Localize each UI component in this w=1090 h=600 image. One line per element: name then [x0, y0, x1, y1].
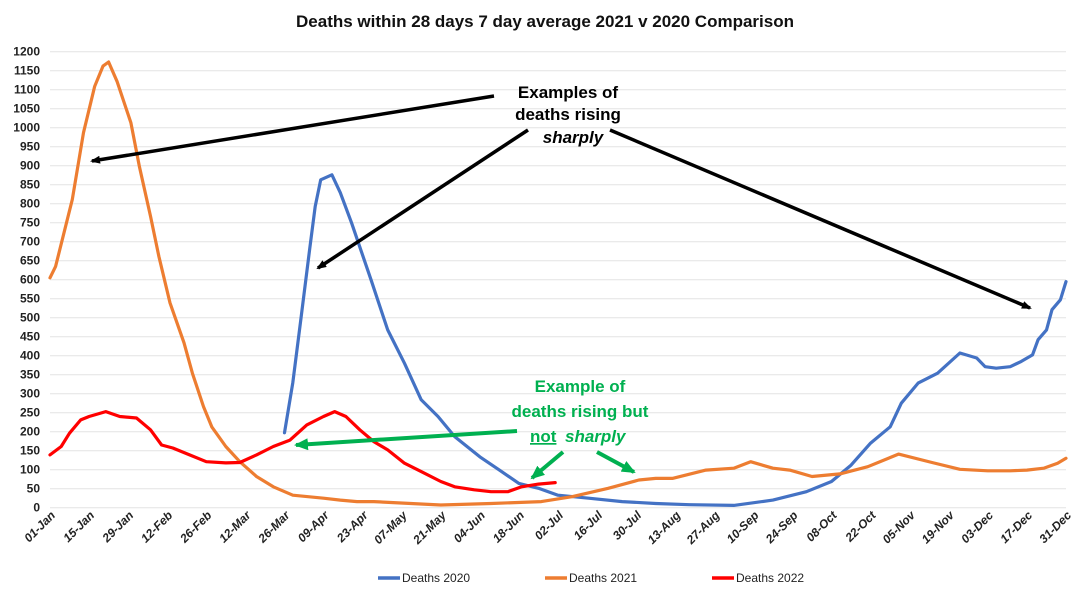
y-tick-label: 200 [20, 425, 40, 439]
y-tick-label: 850 [20, 178, 40, 192]
x-axis: 01-Jan 15-Jan 29-Jan 12-Feb 26-Feb 12-Mar 26-M… [21, 507, 1074, 547]
annotation-not-sharply-line3-not: not [530, 427, 557, 446]
y-tick-label: 1000 [13, 121, 40, 135]
y-tick-label: 400 [20, 349, 40, 363]
y-tick-label: 450 [20, 330, 40, 344]
chart-title: Deaths within 28 days 7 day average 2021… [296, 12, 794, 31]
x-tick-label: 31-Dec [1036, 508, 1074, 546]
x-tick-label: 12-Feb [138, 508, 175, 545]
arrow-to-2021-peak [90, 94, 495, 164]
x-tick-label: 04-Jun [451, 508, 488, 545]
y-tick-label: 500 [20, 311, 40, 325]
x-tick-label: 26-Mar [255, 507, 294, 546]
legend-item: Deaths 2022 [712, 571, 804, 585]
y-tick-label: 0 [33, 501, 40, 515]
x-tick-label: 08-Oct [803, 508, 840, 545]
x-tick-label: 07-May [371, 507, 411, 547]
legend: Deaths 2020 Deaths 2021 Deaths 2022 [378, 571, 804, 585]
series-line-deaths-2020 [282, 173, 1068, 507]
y-tick-label: 250 [20, 406, 40, 420]
arrow-to-2020-spring-rise [316, 128, 529, 270]
annotation-sharply-line1: Examples of [518, 83, 618, 102]
x-tick-label: 15-Jan [60, 508, 97, 545]
arrow-to-2020-winter-rise [609, 128, 1032, 310]
green-arrow-to-2022-summer [530, 450, 565, 480]
x-tick-label: 02-Jul [532, 508, 567, 543]
y-tick-label: 950 [20, 140, 40, 154]
legend-label: Deaths 2020 [402, 571, 470, 585]
y-tick-label: 700 [20, 235, 40, 249]
y-tick-label: 1100 [14, 83, 40, 97]
x-tick-label: 26-Feb [176, 508, 214, 546]
annotation-not-sharply: Example of deaths rising but not sharply [294, 377, 649, 480]
annotation-sharply-line2: deaths rising [515, 105, 621, 124]
y-tick-label: 1050 [13, 102, 40, 116]
x-tick-label: 05-Nov [880, 507, 919, 546]
x-tick-label: 12-Mar [216, 507, 254, 545]
x-tick-label: 27-Aug [683, 508, 723, 548]
y-axis: 0 50 100 150 200 250 300 350 400 450 500 550 600 650 7… [13, 45, 40, 515]
x-tick-label: 30-Jul [610, 508, 645, 543]
gridlines [50, 51, 1066, 509]
legend-label: Deaths 2021 [569, 571, 637, 585]
y-tick-label: 50 [27, 482, 41, 496]
y-tick-label: 1200 [13, 45, 40, 59]
x-tick-label: 21-May [410, 507, 450, 547]
x-tick-label: 03-Dec [958, 508, 996, 546]
x-tick-label: 19-Nov [919, 507, 958, 546]
y-tick-label: 1150 [14, 64, 40, 78]
y-tick-label: 550 [20, 292, 40, 306]
x-tick-label: 16-Jul [571, 508, 606, 543]
y-tick-label: 100 [20, 463, 40, 477]
annotation-sharply-line3: sharply [543, 128, 605, 147]
annotation-not-sharply-line1: Example of [535, 377, 626, 396]
legend-item: Deaths 2021 [545, 571, 637, 585]
green-arrow-to-2022-spring [294, 429, 518, 451]
y-tick-label: 750 [20, 216, 40, 230]
x-tick-label: 29-Jan [99, 508, 136, 545]
series-line-deaths-2021 [48, 60, 1068, 507]
y-tick-label: 650 [20, 254, 40, 268]
x-tick-label: 13-Aug [645, 508, 684, 547]
x-tick-label: 23-Apr [333, 507, 371, 545]
series-lines [48, 60, 1068, 507]
green-arrow-to-2021-summer [596, 450, 636, 474]
y-tick-label: 800 [20, 197, 40, 211]
series-line-deaths-2022 [48, 410, 557, 494]
x-tick-label: 18-Jun [490, 508, 527, 545]
annotation-sharply: Examples of deaths rising sharply [90, 83, 1032, 310]
y-tick-label: 350 [20, 368, 40, 382]
x-tick-label: 24-Sep [762, 508, 800, 546]
annotation-not-sharply-line2: deaths rising but [512, 402, 649, 421]
x-tick-label: 17-Dec [997, 508, 1035, 546]
legend-label: Deaths 2022 [736, 571, 804, 585]
y-tick-label: 300 [20, 387, 40, 401]
y-tick-label: 600 [20, 273, 40, 287]
y-tick-label: 150 [20, 444, 40, 458]
y-tick-label: 900 [20, 159, 40, 173]
x-tick-label: 22-Oct [842, 508, 880, 546]
legend-item: Deaths 2020 [378, 571, 470, 585]
x-tick-label: 09-Apr [295, 507, 333, 545]
annotation-not-sharply-line3-sharply: sharply [565, 427, 627, 446]
x-tick-label: 10-Sep [724, 508, 762, 546]
